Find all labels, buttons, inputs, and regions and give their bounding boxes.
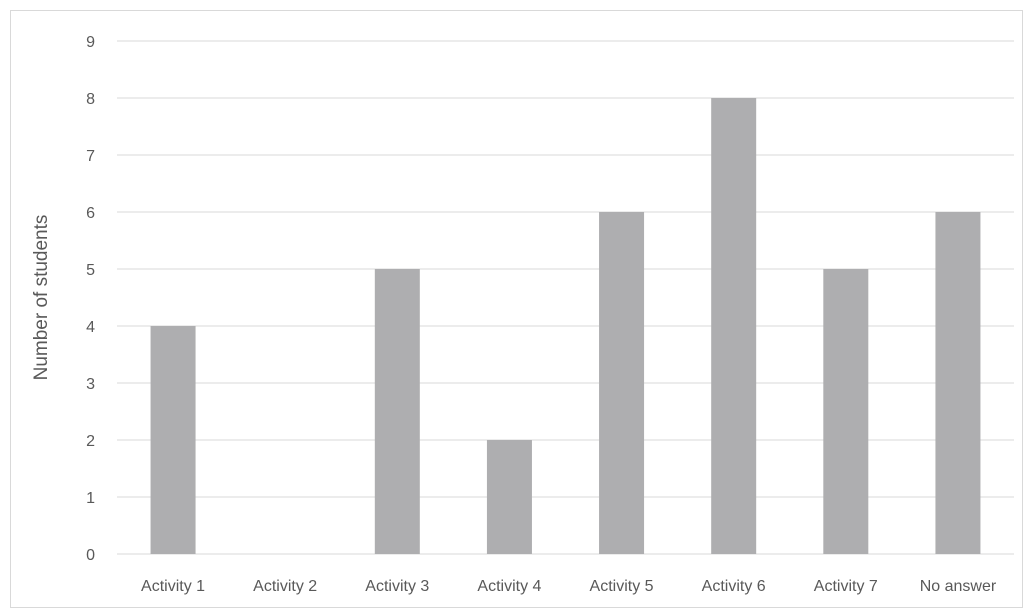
bar (711, 98, 757, 554)
y-tick-label: 1 (86, 490, 95, 507)
y-tick-label: 0 (86, 547, 95, 564)
y-tick-label: 8 (86, 91, 95, 108)
bar (374, 269, 420, 554)
x-tick-label: No answer (920, 578, 997, 595)
bar (599, 212, 645, 554)
y-tick-labels: 0 1 2 3 4 5 6 7 8 9 (86, 34, 95, 564)
y-tick-label: 5 (86, 262, 95, 279)
x-tick-label: Activity 5 (590, 578, 654, 595)
bar (150, 326, 196, 554)
gridlines (117, 40, 1014, 555)
x-tick-label: Activity 2 (253, 578, 317, 595)
y-tick-label: 2 (86, 433, 95, 450)
x-tick-labels: Activity 1 Activity 2 Activity 3 Activity 4… (141, 578, 997, 595)
x-tick-label: Activity 7 (814, 578, 878, 595)
bar (823, 269, 869, 554)
bar (935, 212, 981, 554)
x-tick-label: Activity 4 (477, 578, 541, 595)
y-axis-label: Number of students (31, 215, 52, 381)
y-tick-label: 7 (86, 148, 95, 165)
y-tick-label: 4 (86, 319, 95, 336)
bar (486, 440, 532, 554)
x-tick-label: Activity 6 (702, 578, 766, 595)
x-tick-label: Activity 3 (365, 578, 429, 595)
bars (150, 98, 981, 554)
x-tick-label: Activity 1 (141, 578, 205, 595)
y-tick-label: 6 (86, 205, 95, 222)
y-tick-label: 3 (86, 376, 95, 393)
y-tick-label: 9 (86, 34, 95, 51)
